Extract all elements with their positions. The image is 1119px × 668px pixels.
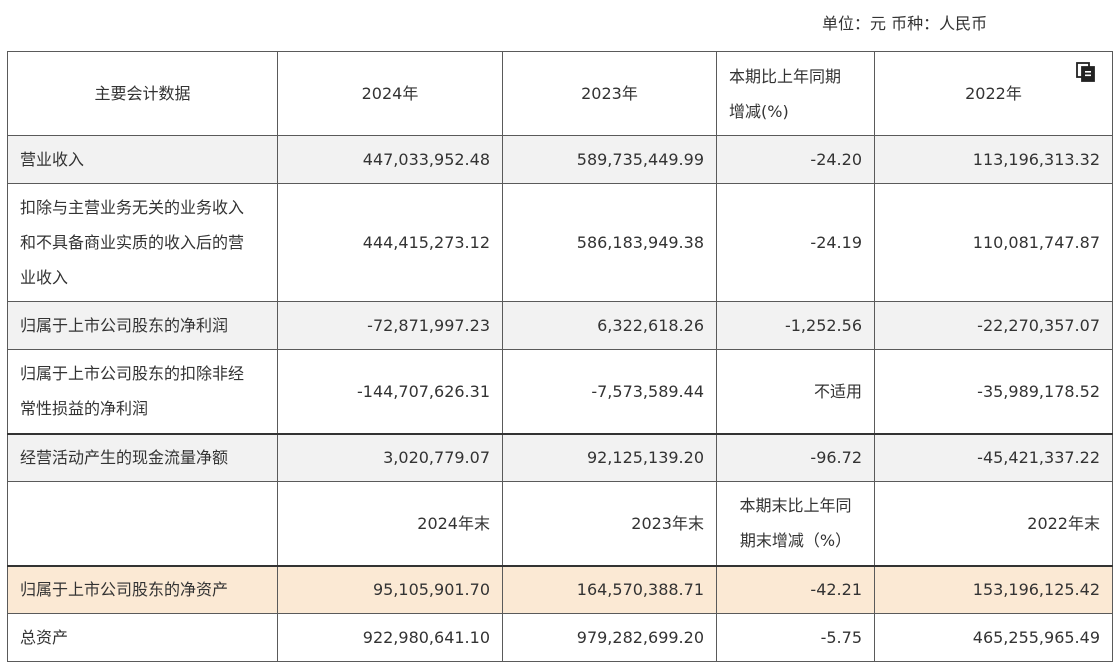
cell-change: -24.19 (716, 183, 875, 302)
cell-2024: -144,707,626.31 (277, 349, 503, 434)
header-change-line1: 本期比上年同期 (729, 66, 842, 86)
row-label-line2: 和不具备商业实质的收入后的营 (20, 233, 245, 252)
subheader-2024-end: 2024年末 (277, 481, 503, 566)
cell-change: -5.75 (716, 613, 875, 662)
table-header-row: 主要会计数据 2024年 2023年 本期比上年同期 增减(%) 2022年 (7, 51, 1113, 136)
subheader-change-line2: 期末增减（%） (739, 531, 852, 551)
subheader-2023-end: 2023年末 (502, 481, 717, 566)
header-2022: 2022年 (874, 51, 1113, 136)
cell-2022: 465,255,965.49 (874, 613, 1113, 662)
cell-2023: 164,570,388.71 (502, 564, 717, 614)
header-accounting-data: 主要会计数据 (7, 51, 278, 136)
cell-2022: -35,989,178.52 (874, 349, 1113, 434)
cell-2023: 979,282,699.20 (502, 613, 717, 662)
cell-2024: 447,033,952.48 (277, 135, 503, 184)
header-change-line2: 增减(%) (729, 101, 789, 121)
copy-icon[interactable] (1075, 61, 1097, 83)
cell-2023: 586,183,949.38 (502, 183, 717, 302)
table-row: 经营活动产生的现金流量净额 3,020,779.07 92,125,139.20… (7, 432, 1113, 482)
row-label: 归属于上市公司股东的净利润 (7, 301, 278, 350)
table-subheader-row: 2024年末 2023年末 本期末比上年同 期末增减（%） 2022年末 (7, 481, 1113, 566)
subheader-change-line1: 本期末比上年同 (739, 496, 852, 516)
subheader-2022-end: 2022年末 (874, 481, 1113, 566)
row-label-line1: 归属于上市公司股东的扣除非经 (20, 364, 245, 384)
cell-change: -24.20 (716, 135, 875, 184)
table-row: 扣除与主营业务无关的业务收入 和不具备商业实质的收入后的营 业收入 444,41… (7, 183, 1113, 302)
row-label: 归属于上市公司股东的净资产 (7, 564, 278, 614)
cell-2023: -7,573,589.44 (502, 349, 717, 434)
main-accounting-data-table: 主要会计数据 2024年 2023年 本期比上年同期 增减(%) 2022年 营… (7, 51, 1113, 662)
cell-2024: 95,105,901.70 (277, 564, 503, 614)
table-row: 营业收入 447,033,952.48 589,735,449.99 -24.2… (7, 135, 1113, 184)
row-label: 总资产 (7, 613, 278, 662)
subheader-change: 本期末比上年同 期末增减（%） (716, 481, 875, 566)
cell-change: -42.21 (716, 564, 875, 614)
table-row-highlighted: 归属于上市公司股东的净资产 95,105,901.70 164,570,388.… (7, 564, 1113, 614)
cell-2023: 589,735,449.99 (502, 135, 717, 184)
cell-2023: 92,125,139.20 (502, 432, 717, 482)
table-row: 归属于上市公司股东的净利润 -72,871,997.23 6,322,618.2… (7, 301, 1113, 350)
currency-unit-note: 单位：元 币种：人民币 (822, 14, 988, 33)
cell-2024: 444,415,273.12 (277, 183, 503, 302)
table-row: 归属于上市公司股东的扣除非经 常性损益的净利润 -144,707,626.31 … (7, 349, 1113, 434)
table-row: 总资产 922,980,641.10 979,282,699.20 -5.75 … (7, 613, 1113, 662)
cell-2024: 922,980,641.10 (277, 613, 503, 662)
cell-change: -96.72 (716, 432, 875, 482)
row-label: 扣除与主营业务无关的业务收入 和不具备商业实质的收入后的营 业收入 (7, 183, 278, 302)
cell-2022: -22,270,357.07 (874, 301, 1113, 350)
cell-2022: -45,421,337.22 (874, 432, 1113, 482)
header-2023: 2023年 (502, 51, 717, 136)
subheader-empty (7, 481, 278, 566)
row-label: 经营活动产生的现金流量净额 (7, 432, 278, 482)
row-label-line1: 扣除与主营业务无关的业务收入 (20, 198, 245, 217)
cell-2022: 153,196,125.42 (874, 564, 1113, 614)
row-label-line3: 业收入 (20, 268, 69, 287)
header-change: 本期比上年同期 增减(%) (716, 51, 875, 136)
cell-2024: 3,020,779.07 (277, 432, 503, 482)
row-label: 归属于上市公司股东的扣除非经 常性损益的净利润 (7, 349, 278, 434)
cell-2022: 110,081,747.87 (874, 183, 1113, 302)
header-2024: 2024年 (277, 51, 503, 136)
cell-2022: 113,196,313.32 (874, 135, 1113, 184)
cell-2024: -72,871,997.23 (277, 301, 503, 350)
row-label-line2: 常性损益的净利润 (20, 399, 149, 419)
cell-change: -1,252.56 (716, 301, 875, 350)
cell-2023: 6,322,618.26 (502, 301, 717, 350)
cell-change: 不适用 (716, 349, 875, 434)
row-label: 营业收入 (7, 135, 278, 184)
